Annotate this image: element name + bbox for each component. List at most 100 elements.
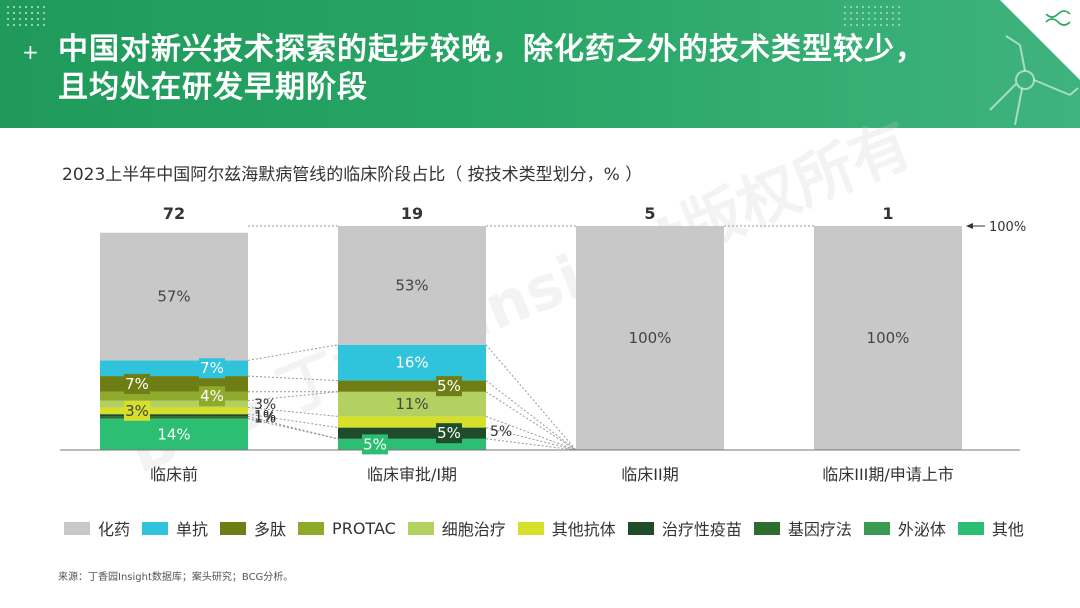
hundred-percent-label: 100%: [989, 220, 1026, 235]
dot-pattern-decoration: [842, 4, 902, 26]
legend-swatch: [957, 521, 984, 535]
bar-segment-1: [338, 416, 486, 428]
bar-total-label: 5: [644, 204, 655, 223]
category-label: 临床II期: [621, 465, 678, 484]
data-label: 100%: [867, 329, 910, 347]
connector-line: [485, 438, 577, 451]
legend-item: 细胞治疗: [407, 516, 506, 540]
bar-segment-0: [100, 376, 248, 392]
bar-segment-3: [814, 226, 962, 450]
connector-line: [247, 344, 339, 361]
connector-line: [485, 415, 577, 451]
data-label-box: [124, 400, 150, 421]
bar-segment-0: [100, 360, 248, 377]
legend-swatch: [753, 521, 780, 535]
data-label: 1%: [254, 411, 276, 427]
legend-swatch: [298, 521, 325, 535]
data-label-box: [199, 358, 225, 379]
data-label: 5%: [437, 377, 461, 395]
category-label: 临床前: [150, 465, 198, 484]
data-label: 5%: [363, 435, 387, 453]
title-banner: + 中国对新兴技术探索的起步较晚，除化药之外的技术类型较少， 且均处在研发早期阶…: [0, 0, 1080, 128]
connector-line: [247, 391, 339, 402]
bar-segment-0: [100, 400, 248, 408]
bar-segment-1: [338, 380, 486, 392]
legend-swatch: [517, 521, 544, 535]
category-label: 临床III期/申请上市: [822, 465, 954, 484]
legend-label: 多肽: [254, 520, 287, 539]
title-line-1: 中国对新兴技术探索的起步较晚，除化药之外的技术类型较少，: [58, 32, 926, 67]
data-label: 11%: [395, 395, 428, 413]
legend-swatch: [627, 521, 654, 535]
legend-item: 化药: [64, 516, 130, 540]
bar-segment-0: [100, 232, 248, 361]
connector-line: [485, 427, 577, 451]
legend-label: 化药: [98, 520, 131, 539]
dot-pattern-decoration: [5, 4, 47, 28]
connector-line: [247, 375, 339, 382]
bar-segment-1: [338, 344, 486, 381]
data-label: 16%: [395, 354, 428, 372]
bar-segment-2: [576, 226, 724, 450]
bar-segment-0: [100, 391, 248, 401]
connector-line: [247, 413, 339, 429]
bar-total-label: 19: [401, 204, 423, 223]
connector-line: [485, 391, 577, 451]
source-note: 来源：丁香园Insight数据库；案头研究；BCG分析。: [58, 572, 294, 583]
legend-swatch: [220, 521, 247, 535]
data-label: 57%: [157, 288, 190, 306]
legend-item: 其他: [957, 516, 1024, 540]
legend-item: 多肽: [220, 516, 286, 540]
data-label: 14%: [157, 425, 190, 443]
legend-item: 其他抗体: [517, 516, 616, 540]
arrow-icon: [966, 223, 973, 229]
bar-segment-0: [100, 418, 248, 450]
legend-swatch: [863, 521, 890, 535]
bar-total-label: 72: [163, 204, 185, 223]
data-label: 53%: [395, 276, 428, 294]
data-label: 3%: [125, 402, 149, 420]
title-line-2: 且均处在研发早期阶段: [58, 70, 368, 105]
data-label-box: [124, 373, 150, 394]
data-label-box: [436, 423, 462, 444]
legend-item: 外泌体: [863, 516, 946, 540]
connector-line: [247, 415, 339, 440]
data-label-box: [199, 386, 225, 407]
legend-item: 治疗性疫苗: [627, 516, 742, 540]
data-label: 7%: [200, 359, 224, 377]
legend-swatch: [142, 521, 169, 535]
connector-line: [485, 344, 577, 451]
legend-item: 基因疗法: [753, 516, 852, 540]
legend-label: 治疗性疫苗: [661, 520, 742, 539]
bar-segment-0: [100, 414, 248, 417]
legend-label: 细胞治疗: [441, 520, 506, 539]
bar-total-label: 1: [882, 204, 893, 223]
legend-label: 单抗: [176, 520, 209, 539]
legend-swatch: [407, 521, 434, 535]
data-label: 5%: [437, 424, 461, 442]
data-label-box: [436, 376, 462, 397]
bar-segment-1: [338, 438, 486, 450]
legend-item: 单抗: [142, 516, 208, 540]
legend-label: 基因疗法: [787, 520, 852, 539]
connector-line: [485, 380, 577, 451]
legend-label: 外泌体: [897, 520, 946, 539]
data-label: 3%: [254, 397, 276, 413]
legend-label: 其他: [991, 520, 1024, 539]
data-label-box: [362, 434, 388, 455]
legend-label: 其他抗体: [551, 520, 616, 539]
data-label: 7%: [125, 375, 149, 393]
bar-segment-1: [338, 226, 486, 345]
bar-segment-0: [100, 416, 248, 419]
data-label: 100%: [629, 329, 672, 347]
data-label: 5%: [490, 424, 512, 440]
legend-label: PROTAC: [332, 518, 396, 538]
chart-legend: 化药 单抗 多肽 PROTAC 细胞治疗 其他抗体 治疗性疫苗 基因疗法 外泌体 其他: [64, 517, 1036, 539]
bar-segment-0: [100, 407, 248, 415]
legend-item: PROTAC: [298, 519, 396, 538]
chart-subtitle: 2023上半年中国阿尔兹海默病管线的临床阶段占比（ 按技术类型划分，% ）: [62, 165, 643, 185]
plus-icon: +: [22, 40, 39, 64]
neuron-dna-icon: [989, 0, 1080, 126]
category-label: 临床审批/I期: [367, 465, 457, 484]
data-label: 4%: [200, 387, 224, 405]
